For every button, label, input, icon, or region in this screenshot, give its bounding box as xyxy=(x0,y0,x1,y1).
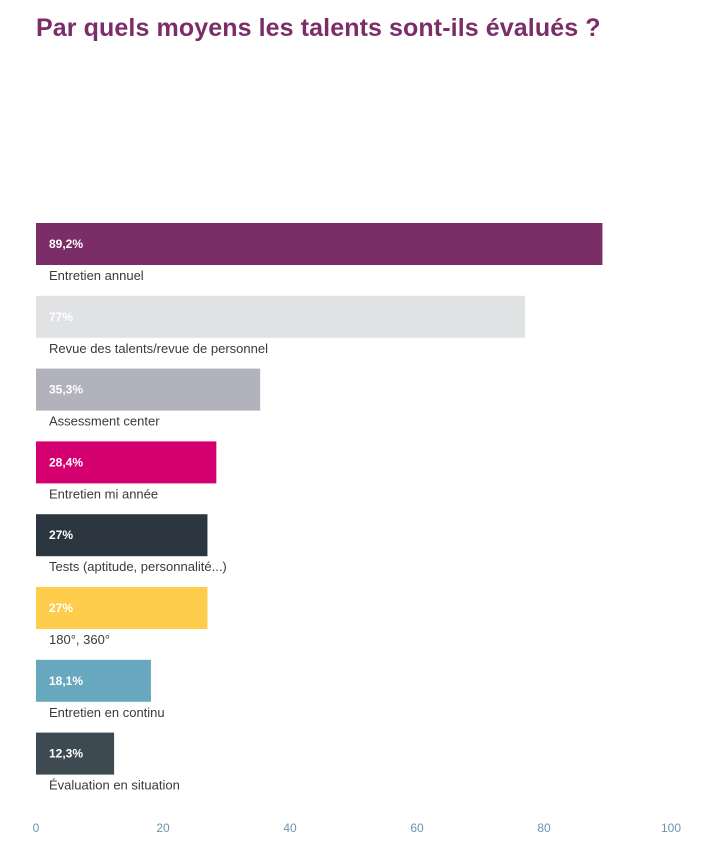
x-tick-label: 100 xyxy=(661,821,681,835)
category-label: Entretien mi année xyxy=(49,486,158,501)
x-tick-label: 80 xyxy=(537,821,551,835)
x-tick-label: 0 xyxy=(33,821,40,835)
bar-value-label: 27% xyxy=(49,528,73,542)
category-label: Revue des talents/revue de personnel xyxy=(49,341,268,356)
chart-title: Par quels moyens les talents sont-ils év… xyxy=(36,14,601,42)
bar-value-label: 77% xyxy=(49,310,73,324)
bar xyxy=(36,295,525,338)
category-label: Entretien en continu xyxy=(49,705,165,720)
bar-value-label: 18,1% xyxy=(49,674,83,688)
bar-value-label: 28,4% xyxy=(49,455,83,469)
x-tick-label: 20 xyxy=(156,821,170,835)
bar xyxy=(36,659,151,702)
bar xyxy=(36,368,261,411)
bar xyxy=(36,514,208,557)
bar xyxy=(36,441,217,484)
x-tick-label: 60 xyxy=(410,821,424,835)
bar-value-label: 89,2% xyxy=(49,237,83,251)
category-label: Assessment center xyxy=(49,414,160,429)
x-tick-label: 40 xyxy=(283,821,297,835)
bar-value-label: 35,3% xyxy=(49,383,83,397)
bar xyxy=(36,587,208,629)
category-label: 180°, 360° xyxy=(49,632,110,647)
bar xyxy=(36,732,115,775)
category-label: Tests (aptitude, personnalité...) xyxy=(49,559,227,574)
bar xyxy=(36,223,603,265)
bar-value-label: 27% xyxy=(49,601,73,615)
bar-value-label: 12,3% xyxy=(49,747,83,761)
category-label: Évaluation en situation xyxy=(49,778,180,793)
category-label: Entretien annuel xyxy=(49,268,144,283)
